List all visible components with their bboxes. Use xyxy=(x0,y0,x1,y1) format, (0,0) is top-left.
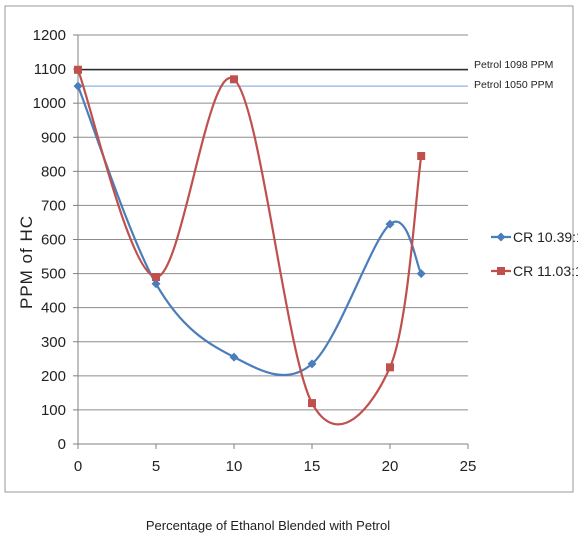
series-line xyxy=(76,85,423,377)
x-tick-label: 0 xyxy=(74,458,82,475)
plot-frame xyxy=(4,5,574,493)
y-tick-label: 800 xyxy=(41,163,66,180)
y-tick-label: 600 xyxy=(41,232,66,249)
series-line xyxy=(76,69,423,426)
y-tick-label: 0 xyxy=(58,436,66,453)
x-tick-label: 20 xyxy=(382,458,399,475)
y-tick-label: 500 xyxy=(41,266,66,283)
legend: CR 10.39:1 CR 11.03:1 xyxy=(491,229,578,279)
data-point xyxy=(229,352,239,362)
y-tick-label: 400 xyxy=(41,300,66,317)
legend-label: CR 11.03:1 xyxy=(513,263,578,279)
data-point xyxy=(416,269,426,279)
x-tick-label: 10 xyxy=(226,458,243,475)
y-tick-label: 300 xyxy=(41,334,66,351)
reference-line-label: Petrol 1050 PPM xyxy=(474,79,553,91)
y-tick-label: 1200 xyxy=(33,27,66,44)
data-point xyxy=(152,272,160,281)
legend-marker xyxy=(497,267,505,275)
data-point xyxy=(74,65,82,74)
data-point xyxy=(307,359,317,369)
y-tick-label: 1000 xyxy=(33,95,66,112)
data-point xyxy=(385,219,395,229)
legend-marker xyxy=(496,232,506,242)
data-point xyxy=(230,75,238,84)
data-point xyxy=(151,279,161,289)
axes: 0100200300400500600700800900100011001200… xyxy=(33,27,477,475)
x-tick-label: 5 xyxy=(152,458,160,475)
y-tick-label: 900 xyxy=(41,129,66,146)
data-series xyxy=(73,65,426,426)
reference-line-label: Petrol 1098 PPM xyxy=(474,59,553,71)
y-tick-label: 1100 xyxy=(34,61,66,78)
data-point xyxy=(386,363,394,372)
x-tick-label: 25 xyxy=(460,458,477,475)
y-tick-label: 200 xyxy=(41,368,66,385)
gridlines xyxy=(78,34,468,411)
data-point xyxy=(308,399,316,408)
data-point xyxy=(417,151,426,160)
legend-label: CR 10.39:1 xyxy=(513,229,578,245)
y-tick-label: 700 xyxy=(41,197,66,214)
data-point xyxy=(73,81,83,91)
reference-lines: Petrol 1098 PPM Petrol 1050 PPM xyxy=(78,59,553,91)
x-axis-label: Percentage of Ethanol Blended with Petro… xyxy=(146,518,390,533)
y-axis-label: PPM of HC xyxy=(17,215,36,309)
x-tick-label: 15 xyxy=(304,458,321,475)
y-tick-label: 100 xyxy=(41,402,66,419)
